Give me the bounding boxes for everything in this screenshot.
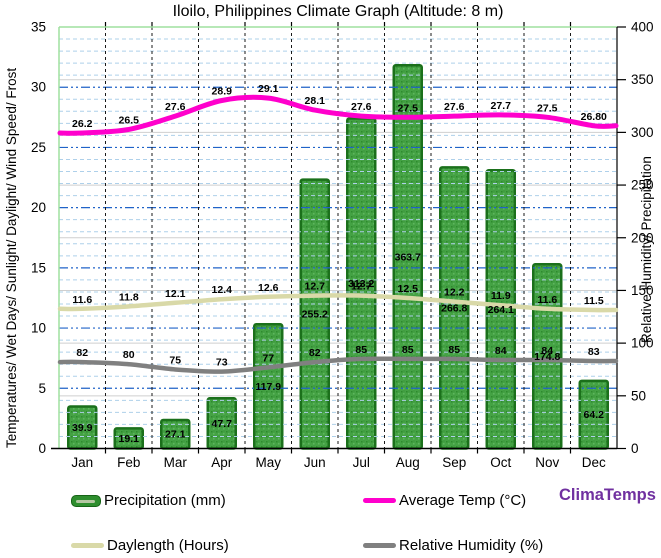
right-axis-tick-label: 350 <box>631 72 654 87</box>
relative-humidity-value-label: 82 <box>309 347 321 359</box>
month-label: Oct <box>490 455 511 470</box>
daylength-hours-value-label: 11.6 <box>537 294 557 306</box>
month-label: Dec <box>582 455 606 470</box>
left-axis-tick-label: 5 <box>38 381 46 396</box>
relative-humidity-value-label: 77 <box>262 352 274 364</box>
average-temp-c-line <box>57 94 619 136</box>
left-axis-tick-label: 15 <box>31 260 46 275</box>
precipitation-value-label: 19.1 <box>119 433 140 445</box>
average-temp-c-value-label: 27.7 <box>491 100 512 112</box>
chart-title: Iloilo, Philippines Climate Graph (Altit… <box>172 3 504 20</box>
precipitation-bar-swatch-icon <box>71 494 101 507</box>
right-axis-tick-label: 300 <box>631 125 654 140</box>
average-temp-line-swatch-icon <box>363 498 396 503</box>
daylength-hours-value-label: 11.6 <box>72 294 92 306</box>
month-label: Apr <box>211 455 233 470</box>
relative-humidity-value-label: 85 <box>355 344 367 356</box>
month-label: Jan <box>71 455 93 470</box>
right-axis-tick-label: 250 <box>631 178 654 193</box>
month-label: Feb <box>117 455 140 470</box>
daylength-line-swatch-icon <box>71 543 104 548</box>
left-axis-tick-label: 30 <box>31 80 46 95</box>
daylength-hours-value-label: 11.5 <box>584 295 604 307</box>
relative-humidity-value-label: 75 <box>169 354 181 366</box>
relative-humidity-value-label: 85 <box>448 344 460 356</box>
legend-item-relative-humidity: Relative Humidity (%) <box>363 537 543 554</box>
climatemps-logo[interactable]: ClimaTemps <box>559 486 656 504</box>
relative-humidity-line-swatch-icon <box>363 543 396 548</box>
relative-humidity-value-label: 83 <box>588 346 600 358</box>
average-temp-c-value-label: 27.5 <box>537 102 558 114</box>
legend-label-average-temp: Average Temp (°C) <box>399 492 527 509</box>
legend-item-average-temp: Average Temp (°C) <box>363 492 526 509</box>
legend-item-precipitation: Precipitation (mm) <box>71 492 226 509</box>
month-label: May <box>255 455 281 470</box>
left-axis-title: Temperatures/ Wet Days/ Sunlight/ Daylig… <box>4 67 19 449</box>
average-temp-c-value-label: 26.5 <box>119 114 140 126</box>
right-axis-tick-label: 150 <box>631 283 654 298</box>
left-axis-tick-label: 20 <box>31 200 46 215</box>
daylength-hours-value-label: 12.2 <box>444 287 465 299</box>
precipitation-value-label: 47.7 <box>212 418 233 430</box>
average-temp-c-value-label: 28.1 <box>305 95 326 107</box>
precipitation-value-label: 174.8 <box>534 351 560 363</box>
daylength-hours-value-label: 12.7 <box>305 281 326 293</box>
legend-item-daylength: Daylength (Hours) <box>71 537 229 554</box>
daylength-hours-value-label: 11.8 <box>119 291 139 303</box>
daylength-hours-line <box>57 293 619 313</box>
relative-humidity-value-label: 84 <box>495 345 507 357</box>
precipitation-value-label: 266.8 <box>441 302 467 314</box>
month-label: Nov <box>535 455 559 470</box>
month-label: Jun <box>304 455 326 470</box>
right-axis-tick-label: 0 <box>631 441 639 456</box>
daylength-hours-value-label: 12.6 <box>258 282 279 294</box>
average-temp-c-value-label: 27.6 <box>165 101 186 113</box>
precipitation-value-label: 64.2 <box>584 409 605 421</box>
precipitation-value-label: 39.9 <box>72 422 93 434</box>
legend-label-daylength: Daylength (Hours) <box>107 537 229 554</box>
average-temp-c-value-label: 29.1 <box>258 83 279 95</box>
left-axis-tick-label: 0 <box>38 441 46 456</box>
relative-humidity-value-label: 85 <box>402 344 414 356</box>
legend-label-precipitation: Precipitation (mm) <box>104 492 226 509</box>
average-temp-c-value-label: 27.6 <box>351 101 372 113</box>
left-axis-tick-label: 35 <box>31 20 46 35</box>
daylength-hours-value-label: 12.5 <box>398 283 419 295</box>
average-temp-c-value-label: 27.6 <box>444 101 465 113</box>
average-temp-c-value-label: 26.2 <box>72 118 93 130</box>
month-label: Aug <box>396 455 420 470</box>
daylength-hours-value-label: 12.1 <box>165 288 186 300</box>
right-axis-tick-label: 400 <box>631 20 654 35</box>
right-axis-tick-label: 200 <box>631 230 654 245</box>
average-temp-c-value-label: 26.80 <box>581 111 607 123</box>
left-axis-tick-label: 10 <box>31 321 46 336</box>
daylength-hours-value-label: 11.9 <box>491 290 511 302</box>
left-axis-tick-label: 25 <box>31 140 46 155</box>
precipitation-value-label: 313.2 <box>348 278 374 290</box>
month-label: Jul <box>353 455 370 470</box>
average-temp-c-value-label: 28.9 <box>212 85 233 97</box>
precipitation-value-label: 363.7 <box>395 251 421 263</box>
precipitation-value-label: 117.9 <box>255 381 281 393</box>
relative-humidity-value-label: 82 <box>76 347 88 359</box>
daylength-hours-value-label: 12.7 <box>351 281 372 293</box>
daylength-hours-value-label: 12.4 <box>212 284 233 296</box>
right-axis-tick-label: 100 <box>631 336 654 351</box>
relative-humidity-value-label: 84 <box>541 345 553 357</box>
average-temp-c-value-label: 27.5 <box>398 102 419 114</box>
relative-humidity-value-label: 80 <box>123 349 135 361</box>
precipitation-value-label: 27.1 <box>165 429 186 441</box>
month-label: Sep <box>442 455 466 470</box>
precipitation-value-label: 255.2 <box>302 309 328 321</box>
precipitation-value-label: 264.1 <box>488 304 514 316</box>
relative-humidity-line <box>57 356 619 374</box>
legend-label-relative-humidity: Relative Humidity (%) <box>399 537 544 554</box>
month-label: Mar <box>164 455 188 470</box>
relative-humidity-value-label: 73 <box>216 357 228 369</box>
right-axis-tick-label: 50 <box>631 388 646 403</box>
right-axis-title: Relative Humidity/ Precipitation <box>639 156 654 344</box>
